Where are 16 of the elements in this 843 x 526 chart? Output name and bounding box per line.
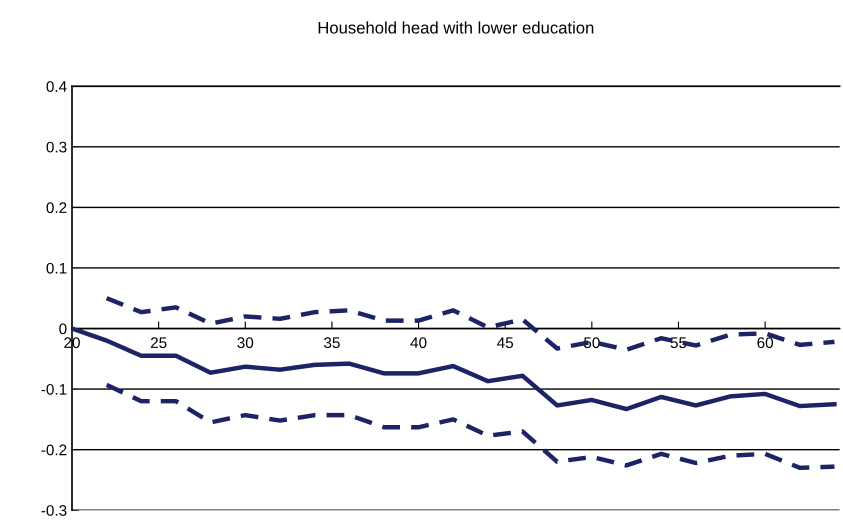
x-tick-label: 35 [324, 337, 340, 348]
y-tick-label: 0.4 [46, 81, 67, 92]
y-tick-label: 0 [59, 323, 67, 334]
y-tick-label: 0.3 [46, 142, 66, 153]
x-tick-label: 45 [497, 337, 514, 348]
y-tick-label: -0.2 [41, 444, 66, 456]
x-tick-label: 40 [410, 337, 426, 348]
x-tick-label: 60 [757, 337, 774, 348]
y-tick-label: -0.3 [41, 505, 66, 516]
y-tick-label: -0.1 [41, 384, 66, 395]
y-tick-label: 0.2 [46, 202, 66, 214]
line-series [104, 296, 837, 352]
chart-title: Household head with lower education [318, 21, 594, 34]
y-tick-label: 0.1 [46, 262, 66, 274]
x-tick-label: 25 [150, 337, 166, 348]
x-tick-label: 30 [237, 337, 254, 348]
